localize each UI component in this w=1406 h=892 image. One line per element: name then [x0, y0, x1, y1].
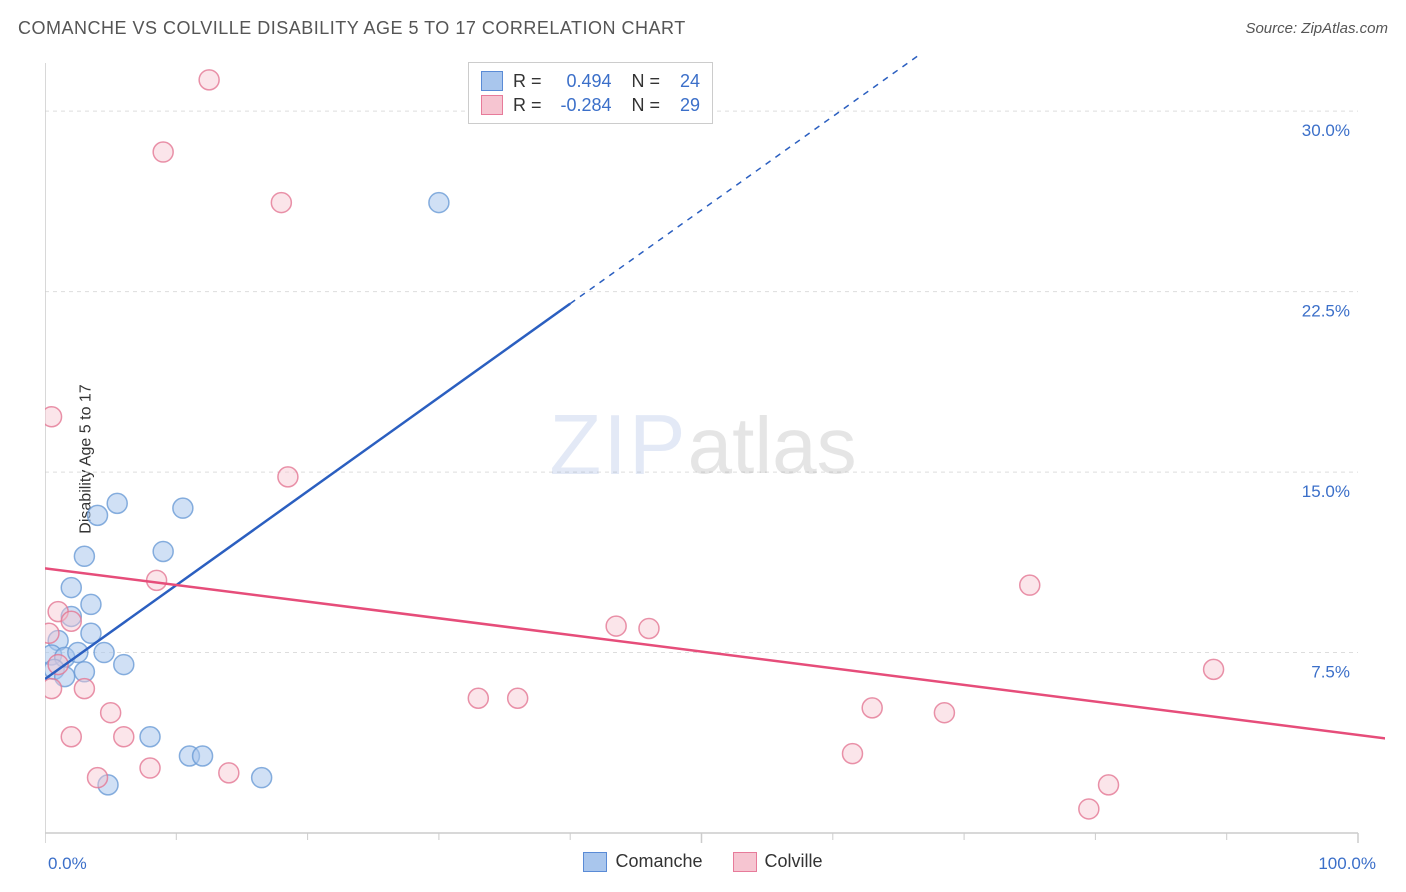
data-point [429, 193, 449, 213]
data-point [45, 623, 59, 643]
data-point [1204, 659, 1224, 679]
data-point [606, 616, 626, 636]
data-point [1079, 799, 1099, 819]
data-point [61, 578, 81, 598]
y-tick-label: 22.5% [1302, 302, 1350, 321]
data-point [140, 758, 160, 778]
data-point [140, 727, 160, 747]
data-point [88, 768, 108, 788]
data-point [153, 142, 173, 162]
data-point [278, 467, 298, 487]
data-point [842, 744, 862, 764]
legend-swatch [583, 852, 607, 872]
data-point [639, 618, 659, 638]
data-point [271, 193, 291, 213]
legend-correlation-row: R = 0.494 N = 24 [481, 69, 700, 93]
data-point [1020, 575, 1040, 595]
data-point [45, 679, 62, 699]
data-point [862, 698, 882, 718]
legend-swatch [733, 852, 757, 872]
data-point [252, 768, 272, 788]
n-label: N = [632, 93, 661, 117]
data-point [61, 611, 81, 631]
data-point [173, 498, 193, 518]
data-point [45, 407, 62, 427]
legend-series: Comanche Colville [0, 851, 1406, 872]
data-point [199, 70, 219, 90]
legend-series-label: Comanche [615, 851, 702, 872]
legend-series-item: Colville [733, 851, 823, 872]
legend-swatch [481, 95, 503, 115]
data-point [1099, 775, 1119, 795]
legend-correlation: R = 0.494 N = 24 R = -0.284 N = 29 [468, 62, 713, 124]
source-label: Source: ZipAtlas.com [1245, 20, 1388, 37]
data-point [193, 746, 213, 766]
n-value: 29 [670, 93, 700, 117]
x-axis-max-label: 100.0% [1318, 854, 1376, 874]
data-point [114, 655, 134, 675]
data-point [61, 727, 81, 747]
y-tick-label: 7.5% [1311, 663, 1350, 682]
data-point [94, 643, 114, 663]
legend-series-label: Colville [765, 851, 823, 872]
data-point [114, 727, 134, 747]
data-point [74, 546, 94, 566]
data-point [107, 493, 127, 513]
title-bar: COMANCHE VS COLVILLE DISABILITY AGE 5 TO… [18, 18, 1388, 39]
data-point [81, 594, 101, 614]
r-value: 0.494 [552, 69, 612, 93]
n-value: 24 [670, 69, 700, 93]
data-point [153, 541, 173, 561]
r-value: -0.284 [552, 93, 612, 117]
data-point [934, 703, 954, 723]
x-axis-min-label: 0.0% [48, 854, 87, 874]
r-label: R = [513, 69, 542, 93]
chart-title: COMANCHE VS COLVILLE DISABILITY AGE 5 TO… [18, 18, 686, 39]
r-label: R = [513, 93, 542, 117]
y-tick-label: 15.0% [1302, 482, 1350, 501]
data-point [74, 679, 94, 699]
data-point [508, 688, 528, 708]
chart-container: COMANCHE VS COLVILLE DISABILITY AGE 5 TO… [0, 0, 1406, 892]
legend-swatch [481, 71, 503, 91]
trend-line [45, 304, 570, 679]
legend-correlation-row: R = -0.284 N = 29 [481, 93, 700, 117]
scatter-plot: 7.5% 15.0% 22.5% 30.0% [45, 55, 1385, 855]
y-tick-label: 30.0% [1302, 121, 1350, 140]
data-point [219, 763, 239, 783]
data-point [101, 703, 121, 723]
n-label: N = [632, 69, 661, 93]
trend-line [45, 568, 1385, 741]
data-point [88, 505, 108, 525]
data-point [468, 688, 488, 708]
legend-series-item: Comanche [583, 851, 702, 872]
